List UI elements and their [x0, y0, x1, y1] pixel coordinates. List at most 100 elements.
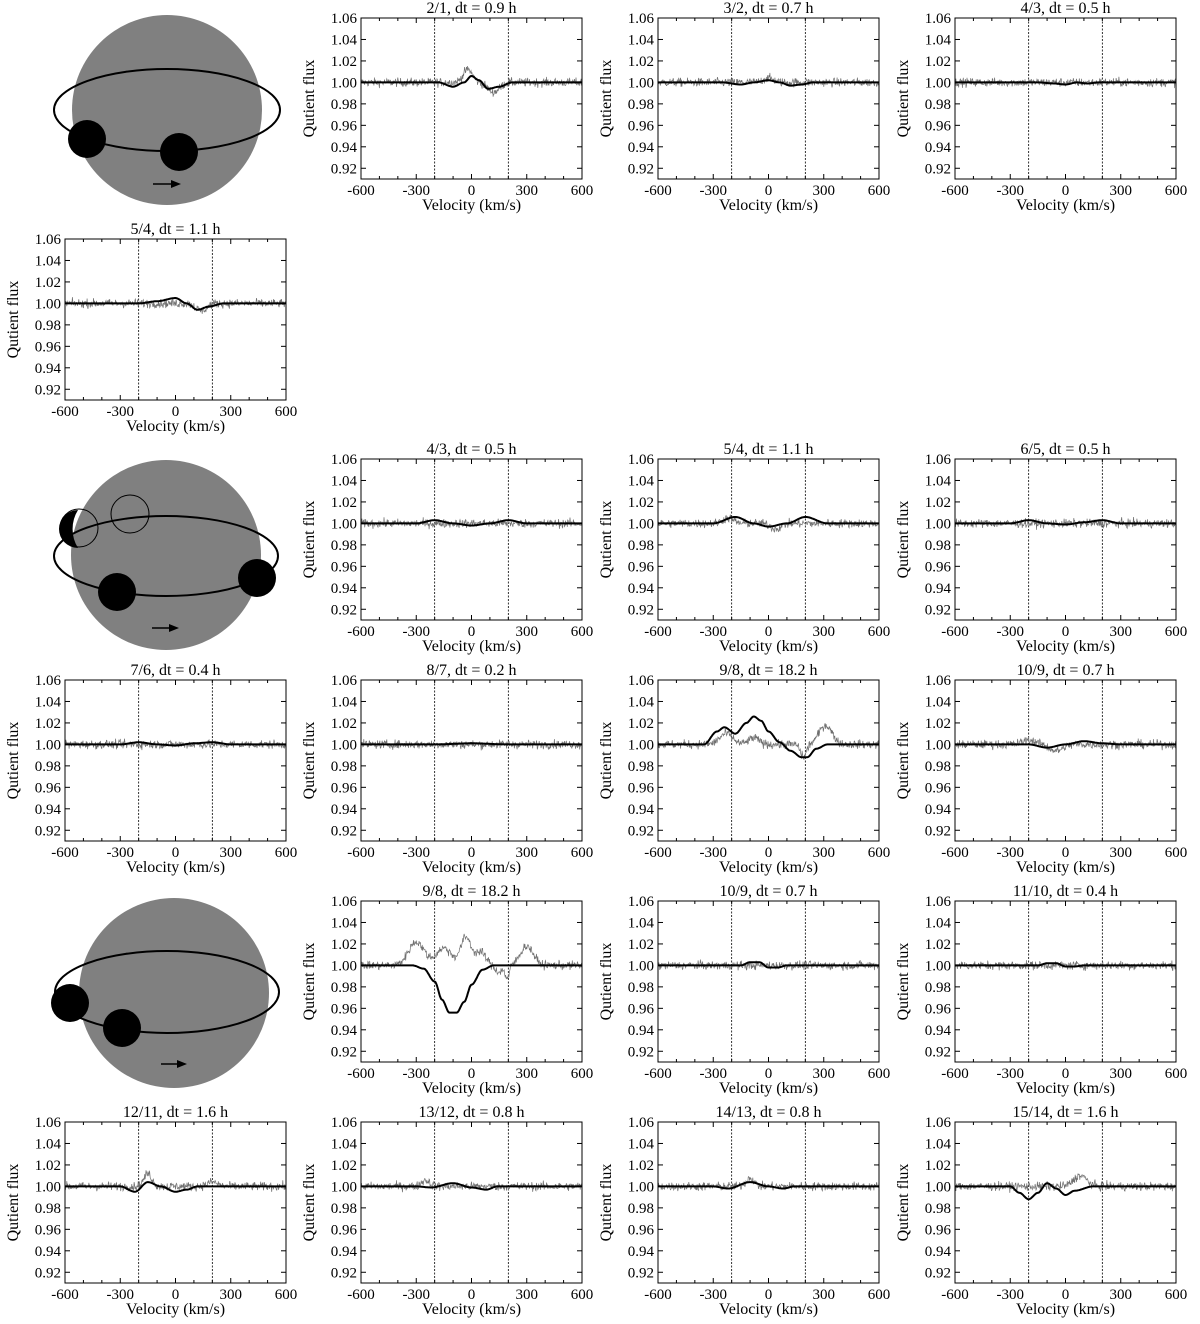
- y-tick-label: 1.00: [628, 1179, 654, 1195]
- y-tick-label: 0.98: [628, 97, 654, 113]
- x-tick-label: 600: [868, 624, 891, 640]
- x-axis-label: Velocity (km/s): [422, 197, 521, 214]
- y-tick-label: 0.96: [925, 559, 952, 575]
- y-tick-label: 0.92: [925, 602, 951, 618]
- x-tick-label: -300: [107, 845, 135, 861]
- y-tick-label: 1.06: [925, 894, 952, 910]
- x-tick-label: -600: [51, 404, 79, 420]
- x-axis-label: Velocity (km/s): [422, 1080, 521, 1097]
- x-tick-label: -300: [403, 624, 431, 640]
- x-axis-label: Velocity (km/s): [719, 859, 818, 876]
- panel-title: 10/9, dt = 0.7 h: [1017, 662, 1115, 679]
- x-tick-label: 300: [813, 1066, 836, 1082]
- spectrum-panel: -600 -300 0 300 600 0.92 0.94 0.96 0.98 1.00 1.02 1…: [301, 883, 593, 1097]
- y-tick-label: 1.02: [925, 937, 951, 953]
- spectrum-panel: -600 -300 0 300 600 0.92 0.94 0.96 0.98 1.00 1.02 1…: [895, 662, 1187, 876]
- y-axis-label: Qutient flux: [598, 722, 615, 800]
- y-tick-label: 1.00: [925, 516, 951, 532]
- x-tick-label: 0: [468, 183, 476, 199]
- x-tick-label: 0: [1062, 1066, 1070, 1082]
- y-tick-label: 0.92: [331, 1265, 357, 1281]
- y-axis-label: Qutient flux: [301, 722, 318, 800]
- model-spectrum-line: [955, 962, 1176, 968]
- x-tick-label: -300: [997, 183, 1025, 199]
- y-tick-label: 1.04: [925, 32, 952, 48]
- y-tick-label: 1.00: [331, 75, 357, 91]
- spot: [160, 133, 198, 171]
- y-tick-label: 0.96: [628, 118, 655, 134]
- panel-title: 5/4, dt = 1.1 h: [131, 221, 221, 238]
- y-tick-label: 0.92: [331, 602, 357, 618]
- y-axis-label: Qutient flux: [895, 1164, 912, 1242]
- y-tick-label: 0.98: [628, 538, 654, 554]
- y-tick-label: 0.96: [628, 780, 655, 796]
- y-tick-label: 1.04: [925, 694, 952, 710]
- x-axis-label: Velocity (km/s): [422, 859, 521, 876]
- y-tick-label: 1.06: [628, 894, 655, 910]
- x-tick-label: -300: [107, 404, 135, 420]
- x-tick-label: 600: [868, 1287, 891, 1303]
- x-tick-label: 0: [765, 183, 773, 199]
- spectrum-panel: -600 -300 0 300 600 0.92 0.94 0.96 0.98 1.00 1.02 1…: [895, 1104, 1187, 1318]
- y-tick-label: 0.92: [925, 161, 951, 177]
- y-tick-label: 0.98: [925, 759, 951, 775]
- x-axis-label: Velocity (km/s): [126, 418, 225, 435]
- panel-title: 3/2, dt = 0.7 h: [724, 0, 814, 17]
- y-tick-label: 0.94: [35, 361, 62, 377]
- x-tick-label: 600: [275, 845, 298, 861]
- y-tick-label: 0.96: [925, 1001, 952, 1017]
- y-tick-label: 1.04: [628, 32, 655, 48]
- x-tick-label: -600: [347, 1287, 375, 1303]
- model-spectrum-line: [65, 741, 286, 747]
- x-tick-label: 300: [220, 1287, 243, 1303]
- x-tick-label: 0: [1062, 624, 1070, 640]
- x-tick-label: -300: [700, 1287, 728, 1303]
- x-tick-label: 300: [516, 624, 539, 640]
- y-axis-label: Qutient flux: [301, 1164, 318, 1242]
- model-spectrum-line: [361, 74, 582, 90]
- y-tick-label: 1.00: [331, 1179, 357, 1195]
- x-tick-label: 600: [868, 1066, 891, 1082]
- x-tick-label: -600: [644, 845, 672, 861]
- model-spectrum-line: [65, 1181, 286, 1193]
- y-tick-label: 0.92: [628, 1044, 654, 1060]
- x-tick-label: -300: [403, 183, 431, 199]
- x-tick-label: 300: [220, 404, 243, 420]
- x-tick-label: 300: [813, 624, 836, 640]
- y-tick-label: 0.98: [628, 1201, 654, 1217]
- x-tick-label: 300: [1110, 845, 1133, 861]
- x-tick-label: 300: [516, 183, 539, 199]
- y-tick-label: 1.02: [331, 1158, 357, 1174]
- y-tick-label: 1.02: [925, 495, 951, 511]
- y-tick-label: 0.92: [331, 823, 357, 839]
- y-tick-label: 1.04: [331, 694, 358, 710]
- y-tick-label: 1.02: [628, 937, 654, 953]
- y-tick-label: 0.94: [925, 581, 952, 597]
- model-spectrum-line: [658, 715, 879, 759]
- y-tick-label: 0.92: [628, 1265, 654, 1281]
- y-tick-label: 0.96: [628, 559, 655, 575]
- x-tick-label: -600: [644, 624, 672, 640]
- model-spectrum-line: [955, 81, 1176, 86]
- spot: [238, 559, 276, 597]
- panel-title: 6/5, dt = 0.5 h: [1021, 441, 1111, 458]
- star-disk: [79, 898, 269, 1088]
- y-tick-label: 0.94: [331, 1244, 358, 1260]
- observed-spectrum-line: [954, 1173, 1177, 1193]
- x-tick-label: -600: [941, 1287, 969, 1303]
- y-axis-label: Qutient flux: [5, 1164, 22, 1242]
- x-tick-label: -300: [700, 624, 728, 640]
- model-spectrum-line: [658, 961, 879, 969]
- spectrum-panel: -600 -300 0 300 600 0.92 0.94 0.96 0.98 1.00 1.02 1…: [5, 1104, 297, 1318]
- x-tick-label: -600: [347, 1066, 375, 1082]
- spectrum-panel: -600 -300 0 300 600 0.92 0.94 0.96 0.98 1.00 1.02 1…: [895, 883, 1187, 1097]
- y-tick-label: 0.94: [35, 1244, 62, 1260]
- right-arrow-icon: [177, 1060, 187, 1068]
- y-tick-label: 0.92: [925, 1265, 951, 1281]
- y-tick-label: 1.04: [628, 1136, 655, 1152]
- y-tick-label: 0.96: [331, 1222, 358, 1238]
- y-tick-label: 1.06: [628, 11, 655, 27]
- y-tick-label: 1.06: [35, 673, 62, 689]
- x-axis-label: Velocity (km/s): [1016, 1080, 1115, 1097]
- x-tick-label: 300: [1110, 1066, 1133, 1082]
